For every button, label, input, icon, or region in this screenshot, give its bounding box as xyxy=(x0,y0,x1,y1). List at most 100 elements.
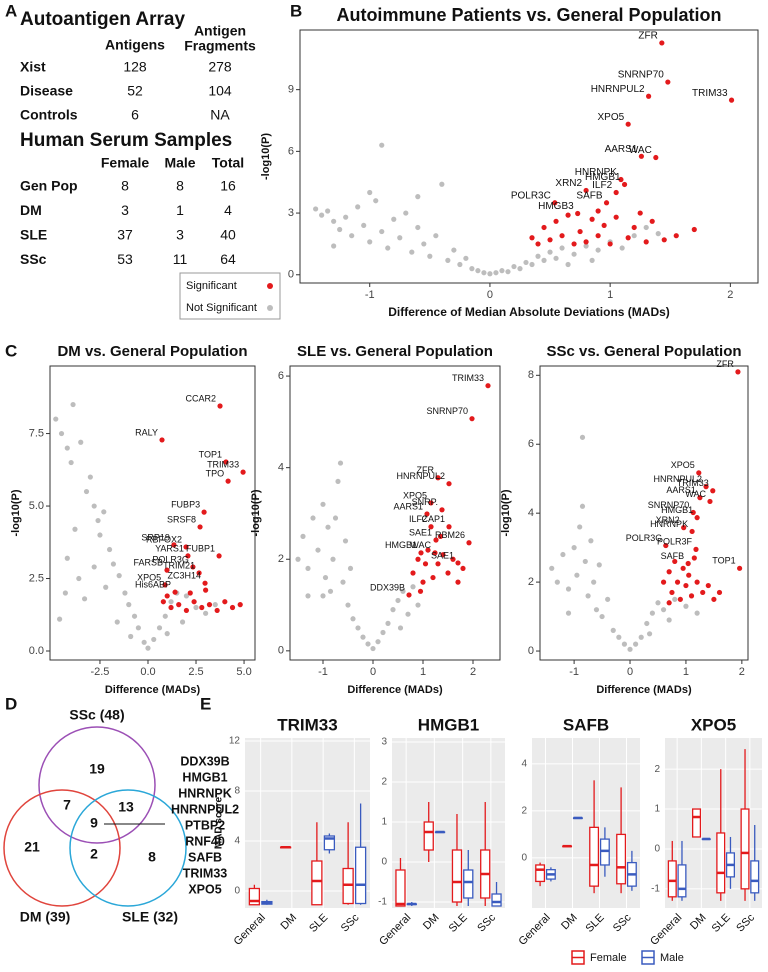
point-label: SRP19 xyxy=(141,532,170,542)
significant-point xyxy=(689,528,695,535)
box xyxy=(395,869,406,907)
significant-point xyxy=(688,593,695,599)
panel-label: D xyxy=(5,694,17,713)
point xyxy=(355,625,361,631)
significant-point xyxy=(728,97,735,103)
significant-point xyxy=(201,509,207,515)
point-label: SNRNP70 xyxy=(426,406,468,416)
y-axis-label: -log10(P) xyxy=(250,489,262,536)
significant-point xyxy=(607,241,613,247)
point xyxy=(535,253,541,259)
significant-point xyxy=(686,572,692,578)
significant-point xyxy=(164,593,170,599)
point xyxy=(345,602,351,608)
point xyxy=(655,600,661,606)
y-tick-label: 2 xyxy=(381,777,387,788)
significant-point xyxy=(691,226,697,233)
point xyxy=(547,249,553,255)
row-header: SSc xyxy=(20,251,47,267)
venn-circle xyxy=(38,726,156,844)
significant-point xyxy=(705,582,711,589)
table-title: Autoantigen Array xyxy=(20,9,185,30)
point xyxy=(549,565,555,571)
significant-point xyxy=(190,564,196,570)
legend-label: Significant xyxy=(186,280,237,292)
cell: 40 xyxy=(220,227,236,243)
venn-count: 2 xyxy=(90,846,98,862)
point-label: FUBP3 xyxy=(171,500,200,510)
point xyxy=(591,579,597,585)
point-label: POLR3C xyxy=(626,533,663,543)
point xyxy=(451,247,457,253)
point xyxy=(599,613,605,620)
significant-point xyxy=(707,498,713,505)
box xyxy=(323,835,336,851)
significant-point xyxy=(485,383,491,389)
point xyxy=(145,645,151,651)
point xyxy=(643,224,649,231)
plot-area xyxy=(289,365,501,661)
significant-point xyxy=(618,176,624,183)
significant-point xyxy=(217,403,223,409)
cell: 8 xyxy=(176,178,184,194)
point-label: POLR3C xyxy=(511,190,551,201)
point xyxy=(655,231,661,237)
point xyxy=(340,579,346,585)
legend-label: Male xyxy=(660,952,684,964)
point-label: DDX39B xyxy=(370,582,405,592)
point xyxy=(631,233,637,239)
x-tick-label: 2 xyxy=(739,666,745,678)
x-tick-label: SSc xyxy=(339,911,362,934)
point xyxy=(633,641,639,647)
point xyxy=(183,593,190,599)
point-label: SRSF8 xyxy=(167,514,196,524)
significant-point xyxy=(176,602,182,608)
point xyxy=(365,641,371,647)
point xyxy=(319,212,325,218)
legend-label: Female xyxy=(590,952,627,964)
x-tick-label: 2 xyxy=(727,289,733,301)
point-label: WAC xyxy=(629,145,652,156)
significant-point xyxy=(446,524,452,530)
cell: 52 xyxy=(127,83,143,99)
row-header: DM xyxy=(20,202,42,218)
plot-area xyxy=(299,29,759,284)
x-tick-label: 0 xyxy=(487,289,493,301)
point xyxy=(672,596,678,602)
point xyxy=(379,228,385,235)
point xyxy=(337,460,344,466)
cell: 278 xyxy=(208,59,232,75)
box xyxy=(667,860,677,898)
point-label: ZC3H14 xyxy=(168,571,202,581)
significant-point xyxy=(203,587,209,593)
significant-point xyxy=(703,484,709,490)
point xyxy=(87,474,93,480)
row-header: Disease xyxy=(20,83,73,99)
significant-point xyxy=(643,239,649,245)
y-tick-label: 3 xyxy=(381,737,387,748)
point xyxy=(511,263,517,270)
significant-point xyxy=(711,596,717,602)
point-label: ILF2 xyxy=(409,514,427,524)
point-label: TRIM33 xyxy=(677,478,709,488)
significant-point xyxy=(603,200,610,206)
significant-point xyxy=(415,556,421,562)
significant-point xyxy=(674,579,681,585)
x-tick-label: 1 xyxy=(683,666,689,678)
point xyxy=(151,636,157,643)
box xyxy=(491,893,502,907)
significant-point xyxy=(418,550,424,556)
box xyxy=(740,808,750,890)
point xyxy=(62,590,68,596)
point xyxy=(72,526,78,532)
point xyxy=(106,546,113,553)
significant-point xyxy=(700,589,706,596)
point xyxy=(400,588,406,594)
point-label: XPO5 xyxy=(137,572,161,582)
significant-point xyxy=(164,567,170,573)
column-header: Total xyxy=(212,155,244,171)
significant-point xyxy=(216,553,222,559)
significant-point xyxy=(425,547,431,553)
box xyxy=(423,821,434,851)
